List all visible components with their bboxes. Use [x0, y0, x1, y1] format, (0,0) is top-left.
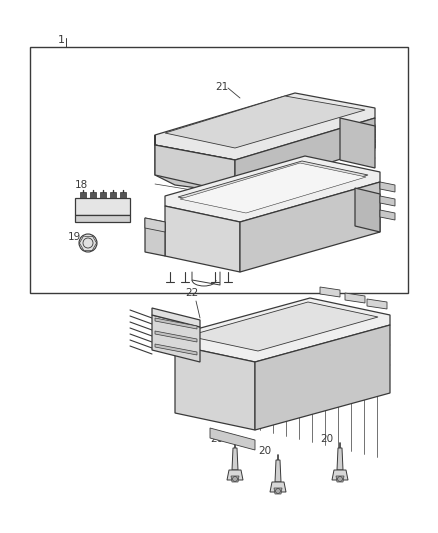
Polygon shape — [380, 210, 395, 220]
Polygon shape — [180, 163, 366, 213]
Polygon shape — [100, 192, 106, 198]
Text: 18: 18 — [75, 180, 88, 190]
Polygon shape — [155, 145, 235, 193]
Polygon shape — [110, 192, 116, 198]
Polygon shape — [275, 460, 281, 482]
Polygon shape — [75, 198, 130, 215]
Polygon shape — [380, 182, 395, 192]
Polygon shape — [270, 482, 286, 492]
Polygon shape — [175, 298, 390, 362]
Polygon shape — [355, 188, 380, 232]
Polygon shape — [340, 118, 375, 168]
Text: 20: 20 — [258, 446, 271, 456]
Polygon shape — [155, 344, 197, 355]
Polygon shape — [155, 331, 197, 342]
Circle shape — [338, 477, 343, 481]
Polygon shape — [90, 192, 96, 198]
Polygon shape — [380, 196, 395, 206]
Polygon shape — [232, 448, 238, 470]
Text: 21: 21 — [215, 82, 228, 92]
Polygon shape — [240, 182, 380, 272]
Polygon shape — [145, 218, 165, 232]
Text: 1: 1 — [58, 35, 65, 45]
Polygon shape — [120, 192, 126, 198]
Polygon shape — [336, 476, 344, 482]
Polygon shape — [155, 135, 235, 193]
Polygon shape — [188, 302, 378, 351]
Polygon shape — [155, 93, 375, 160]
Text: 20: 20 — [210, 434, 223, 444]
Polygon shape — [210, 428, 255, 450]
Polygon shape — [155, 318, 197, 329]
Bar — [30, 47, 408, 293]
Polygon shape — [165, 96, 365, 148]
Circle shape — [233, 477, 237, 481]
Text: 22: 22 — [185, 288, 198, 298]
Polygon shape — [227, 470, 243, 480]
Polygon shape — [178, 161, 368, 211]
Circle shape — [276, 489, 280, 494]
Polygon shape — [337, 448, 343, 470]
Polygon shape — [345, 293, 365, 303]
Circle shape — [79, 234, 97, 252]
Polygon shape — [235, 118, 375, 193]
Polygon shape — [165, 206, 240, 272]
Polygon shape — [80, 192, 86, 198]
Polygon shape — [255, 325, 390, 430]
Polygon shape — [332, 470, 348, 480]
Polygon shape — [320, 287, 340, 297]
Polygon shape — [165, 156, 380, 222]
Text: 20: 20 — [320, 434, 333, 444]
Polygon shape — [274, 488, 282, 494]
Polygon shape — [75, 215, 130, 222]
Polygon shape — [175, 345, 255, 430]
Polygon shape — [152, 308, 200, 327]
Polygon shape — [231, 476, 239, 482]
Polygon shape — [152, 315, 200, 362]
Text: 19: 19 — [68, 232, 81, 242]
Polygon shape — [145, 218, 165, 256]
Polygon shape — [367, 299, 387, 309]
